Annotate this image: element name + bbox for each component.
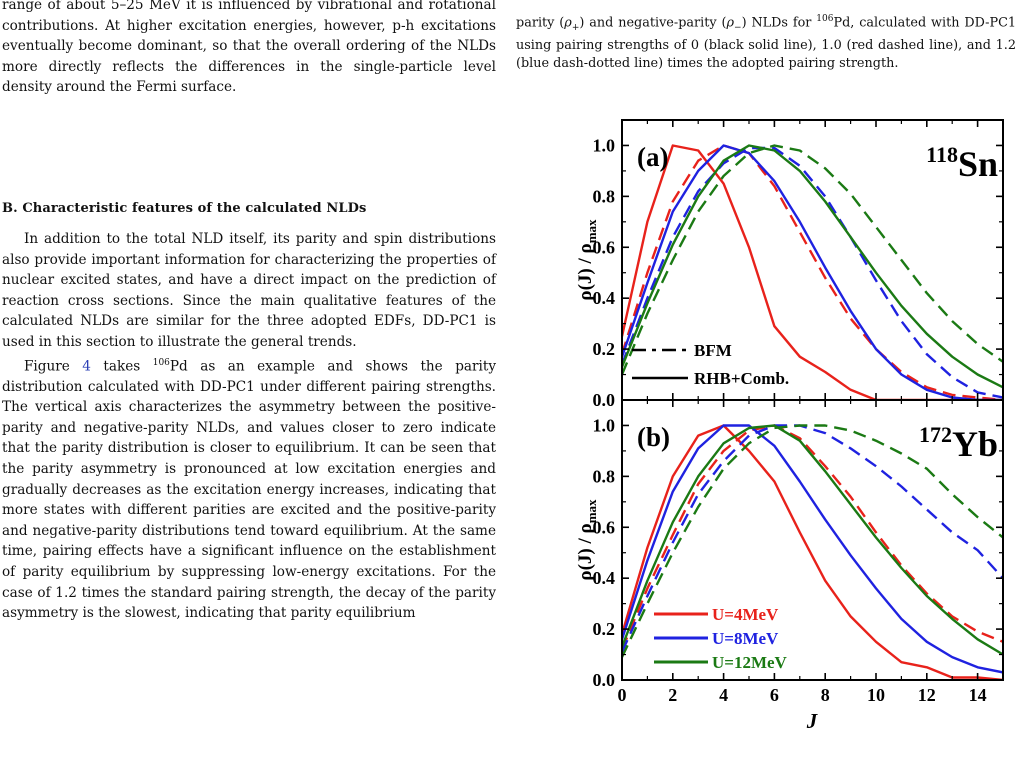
paragraph-2: Figure 4 takes 106Pd as an example and s… <box>2 353 496 624</box>
panel-a: 0.0 0.2 0.4 0.6 0.8 1.0 (a) 118Sn ρ(J) / ρmax <box>575 119 1004 410</box>
figure-caption: parity (ρ+) and negative-parity (ρ−) NLD… <box>516 11 1016 73</box>
legend-label-blue: U=8MeV <box>712 629 779 648</box>
series-line-blue-solid <box>622 144 1003 400</box>
y-tick-label: 0.2 <box>593 619 616 639</box>
x-tick-label: 14 <box>969 685 987 705</box>
plus-subscript: + <box>571 22 580 33</box>
figure-reference-link[interactable]: 4 <box>82 358 91 375</box>
series-line-blue-solid <box>622 424 1003 674</box>
series-line-green-dashed <box>622 144 1003 375</box>
y-tick-label: 0.6 <box>593 237 616 257</box>
series-line-green-solid <box>622 144 1003 389</box>
series-group <box>622 424 1003 680</box>
y-tick-label: 0.4 <box>593 288 616 308</box>
caption-text-3: ) NLDs for <box>741 15 817 31</box>
right-column: parity (ρ+) and negative-parity (ρ−) NLD… <box>512 0 1028 780</box>
paragraph-2-mid: takes <box>90 358 153 375</box>
y-tick-label: 0.0 <box>593 670 616 690</box>
y-axis-label-main: ρ(J) / ρ <box>575 523 596 580</box>
x-tick-label: 2 <box>668 685 677 705</box>
nucleus-mass: 118 <box>926 142 958 167</box>
x-tick-label: 12 <box>918 685 936 705</box>
legend-label-dashed: BFM <box>694 341 732 360</box>
series-group <box>622 144 1003 400</box>
nucleus-mass: 172 <box>919 422 952 447</box>
legend-line-style: BFM RHB+Comb. <box>632 341 789 388</box>
panel-label: (b) <box>637 422 670 452</box>
panel-b: 0.0 0.2 0.4 0.6 0.8 1.0 0 2 4 6 8 10 12 14 (b) 172Yb ρ(J… <box>575 399 1004 705</box>
series-line-red-solid <box>622 144 1003 400</box>
caption-text-1: parity ( <box>516 15 565 31</box>
legend-label-solid: RHB+Comb. <box>694 369 789 388</box>
series-line-green-solid <box>622 424 1003 656</box>
nucleus-label: 118Sn <box>926 142 998 184</box>
x-tick-label: 0 <box>618 685 627 705</box>
caption-text-4: Pd, calculated with DD-PC1 using pairing… <box>516 15 1016 71</box>
series-line-blue-dashed <box>622 424 1003 653</box>
y-axis-label-sub: max <box>584 499 599 523</box>
plot-frame <box>621 399 1004 681</box>
paragraph-2-rest: as an example and shows the parity distr… <box>2 358 497 622</box>
nucleus-label: 172Yb <box>919 422 998 464</box>
y-axis-label: ρ(J) / ρmax <box>575 499 599 581</box>
y-axis-label-main: ρ(J) / ρ <box>575 243 596 300</box>
series-line-red-dashed <box>622 144 1003 400</box>
y-tick-label: 0.2 <box>593 339 616 359</box>
intro-first-line: range of about 5–25 MeV it is influenced… <box>2 0 393 13</box>
body-paragraphs: In addition to the total NLD itself, its… <box>2 229 496 624</box>
caption-text-2: ) and negative-parity ( <box>579 15 727 31</box>
panel-label: (a) <box>637 142 668 172</box>
series-line-green-dashed <box>622 424 1003 658</box>
isotope-mass: 106 <box>152 357 170 368</box>
y-axis-label: ρ(J) / ρmax <box>575 219 599 301</box>
y-tick-label: 0.8 <box>593 466 616 486</box>
paragraph-1: In addition to the total NLD itself, its… <box>2 231 496 350</box>
left-text-column: range of about 5–25 MeV it is influenced… <box>0 0 502 780</box>
legend-label-red: U=4MeV <box>712 605 779 624</box>
rho-symbol: ρ <box>726 15 735 31</box>
nucleus-symbol: Yb <box>952 424 998 464</box>
y-tick-label: 0.6 <box>593 517 616 537</box>
isotope-element: Pd <box>169 358 188 375</box>
section-heading: B. Characteristic features of the calcul… <box>2 201 367 216</box>
paragraph-2-lead: Figure <box>24 358 83 375</box>
x-tick-label: 4 <box>719 685 728 705</box>
y-tick-label: 1.0 <box>593 135 616 155</box>
series-line-red-solid <box>622 424 1003 680</box>
y-axis-label-sub: max <box>584 219 599 243</box>
y-tick-label: 0.0 <box>593 390 616 410</box>
y-tick-label: 1.0 <box>593 415 616 435</box>
x-tick-label: 10 <box>867 685 885 705</box>
x-axis-label: J <box>806 709 819 733</box>
rho-symbol: ρ <box>564 15 572 31</box>
intro-paragraph: range of about 5–25 MeV it is influenced… <box>2 0 496 98</box>
y-tick-label: 0.4 <box>593 568 616 588</box>
series-line-blue-dashed <box>622 146 1003 399</box>
x-tick-label: 6 <box>770 685 779 705</box>
legend-energy: U=4MeV U=8MeV U=12MeV <box>654 605 788 672</box>
x-tick-label: 8 <box>821 685 830 705</box>
y-tick-label: 0.8 <box>593 186 616 206</box>
minus-subscript: − <box>734 22 742 33</box>
series-line-red-dashed <box>622 424 1003 650</box>
caption-isotope-mass: 106 <box>816 14 834 24</box>
section-heading-wrap: B. Characteristic features of the calcul… <box>2 199 496 220</box>
nucleus-symbol: Sn <box>958 144 998 184</box>
legend-label-green: U=12MeV <box>712 653 788 672</box>
intro-rest: and rotational contributions. At higher … <box>2 0 496 96</box>
